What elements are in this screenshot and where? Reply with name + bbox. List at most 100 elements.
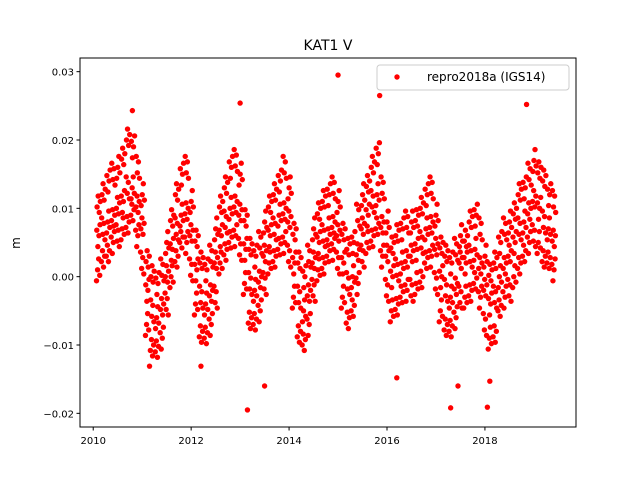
data-point bbox=[222, 174, 229, 180]
data-point bbox=[262, 275, 268, 281]
data-point bbox=[128, 196, 134, 202]
data-point bbox=[311, 215, 318, 221]
data-point bbox=[546, 215, 553, 221]
data-point bbox=[371, 209, 377, 216]
data-point bbox=[94, 227, 100, 233]
data-point bbox=[182, 153, 188, 160]
data-point bbox=[112, 182, 118, 188]
data-point bbox=[433, 212, 439, 218]
data-point bbox=[452, 275, 459, 281]
data-point bbox=[437, 245, 443, 251]
data-point bbox=[435, 241, 441, 247]
data-point bbox=[529, 198, 536, 205]
data-point bbox=[185, 228, 191, 235]
data-point bbox=[103, 230, 110, 236]
data-point bbox=[536, 228, 543, 235]
data-point bbox=[288, 190, 294, 196]
data-point bbox=[168, 273, 174, 280]
data-point bbox=[224, 179, 231, 186]
data-point bbox=[448, 334, 454, 340]
data-point bbox=[329, 224, 335, 231]
data-point bbox=[140, 254, 146, 261]
data-point bbox=[496, 250, 503, 257]
data-point bbox=[336, 187, 342, 194]
x-tick-label: 2012 bbox=[178, 436, 203, 447]
data-point bbox=[547, 254, 553, 261]
data-point bbox=[194, 243, 200, 250]
data-point bbox=[345, 325, 352, 332]
data-point bbox=[344, 246, 350, 253]
data-point bbox=[315, 250, 321, 257]
data-point bbox=[517, 271, 523, 277]
data-point bbox=[452, 252, 459, 258]
data-point bbox=[306, 321, 312, 328]
data-point bbox=[307, 310, 313, 317]
data-point bbox=[449, 299, 456, 306]
data-point bbox=[200, 254, 206, 261]
data-point bbox=[236, 182, 242, 188]
data-point bbox=[367, 238, 374, 244]
data-point bbox=[305, 332, 311, 339]
data-point bbox=[251, 287, 258, 294]
data-point bbox=[491, 299, 498, 306]
data-point bbox=[238, 160, 244, 166]
data-point bbox=[482, 253, 488, 259]
data-point bbox=[240, 291, 247, 298]
data-point bbox=[319, 198, 326, 205]
data-point bbox=[253, 253, 259, 259]
data-point bbox=[165, 228, 171, 235]
data-point bbox=[152, 325, 159, 332]
data-point bbox=[349, 297, 355, 303]
data-point bbox=[379, 190, 385, 196]
data-point bbox=[209, 310, 216, 317]
data-point bbox=[343, 320, 349, 326]
data-point bbox=[211, 237, 218, 243]
data-point bbox=[442, 293, 449, 299]
data-point bbox=[158, 346, 164, 352]
data-point bbox=[488, 278, 494, 284]
data-point bbox=[137, 249, 144, 255]
data-point bbox=[348, 308, 354, 314]
data-point bbox=[384, 242, 390, 248]
data-point bbox=[299, 319, 306, 325]
data-point bbox=[403, 224, 410, 231]
data-point bbox=[236, 212, 242, 218]
data-point bbox=[472, 223, 478, 229]
data-point bbox=[475, 289, 482, 295]
data-point bbox=[153, 275, 159, 281]
data-point bbox=[302, 273, 308, 280]
data-point bbox=[270, 191, 277, 198]
data-point bbox=[527, 216, 533, 222]
data-point bbox=[162, 250, 169, 257]
data-point bbox=[160, 324, 167, 330]
data-point bbox=[298, 254, 304, 261]
data-point bbox=[534, 250, 540, 257]
data-point bbox=[540, 224, 547, 231]
data-point bbox=[417, 205, 423, 212]
data-point bbox=[159, 335, 166, 341]
y-tick-label: −0.01 bbox=[43, 341, 74, 352]
data-point bbox=[277, 178, 284, 184]
data-point bbox=[304, 242, 311, 248]
data-point bbox=[159, 312, 166, 318]
data-point bbox=[241, 280, 248, 287]
data-point bbox=[444, 258, 450, 265]
y-tick-label: 0.02 bbox=[52, 136, 74, 147]
data-point bbox=[316, 216, 323, 222]
data-point bbox=[471, 207, 477, 213]
data-point bbox=[437, 308, 444, 314]
data-point bbox=[483, 242, 489, 248]
data-point bbox=[255, 302, 261, 309]
data-point bbox=[444, 321, 451, 328]
data-point bbox=[187, 232, 193, 239]
data-point bbox=[552, 209, 559, 216]
data-point bbox=[140, 181, 147, 187]
data-point bbox=[142, 332, 149, 339]
data-point bbox=[125, 230, 131, 236]
data-point bbox=[134, 193, 140, 199]
data-point bbox=[359, 191, 366, 198]
data-point bbox=[407, 253, 413, 259]
data-point bbox=[447, 317, 453, 324]
data-point bbox=[549, 261, 555, 268]
data-point bbox=[423, 202, 429, 209]
